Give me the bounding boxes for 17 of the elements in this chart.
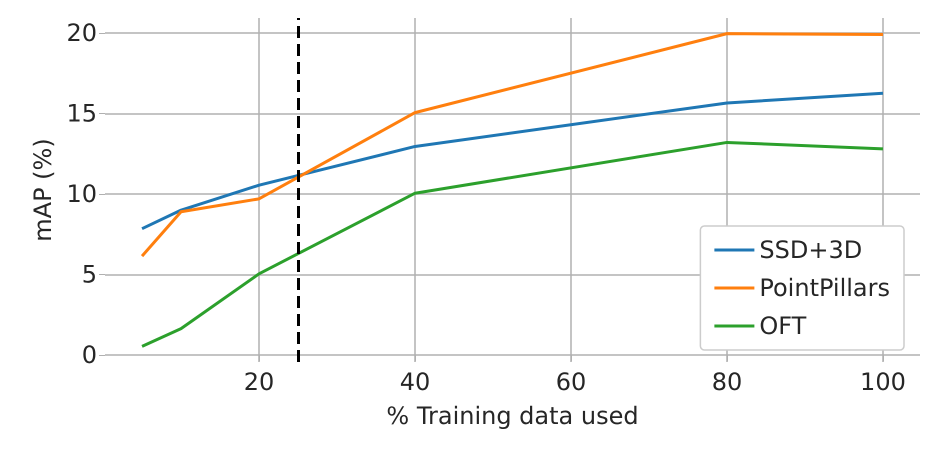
- y-tick-label: 20: [66, 18, 97, 47]
- y-tick-label: 0: [82, 341, 97, 370]
- legend-label: SSD+3D: [759, 236, 862, 264]
- x-tick-label: 100: [860, 368, 906, 396]
- x-axis-title: % Training data used: [386, 402, 639, 430]
- line-series: [140, 32, 884, 258]
- y-tick-label: 5: [82, 260, 97, 289]
- line-series: [140, 92, 884, 230]
- y-tick-label: 10: [66, 180, 97, 208]
- y-tick-label: 15: [66, 99, 97, 128]
- x-tick-label: 20: [244, 368, 274, 396]
- x-tick-label: 60: [556, 368, 586, 396]
- legend-label: PointPillars: [759, 274, 890, 302]
- x-tick-label: 40: [400, 368, 430, 396]
- x-tick-label: 80: [712, 368, 742, 396]
- legend-label: OFT: [759, 312, 807, 340]
- y-axis-title: mAP (%): [29, 138, 57, 242]
